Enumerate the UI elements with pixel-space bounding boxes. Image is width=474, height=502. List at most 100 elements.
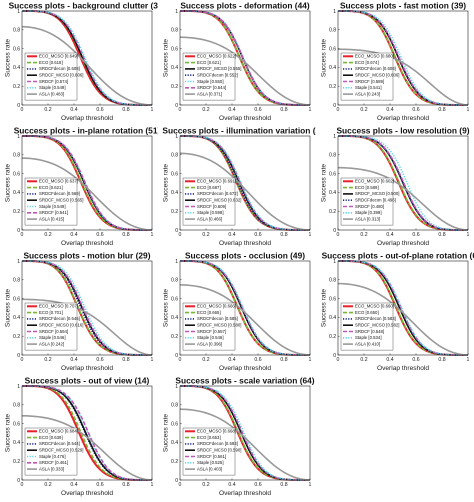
y-tick-label: 1	[333, 9, 336, 15]
x-tick-label: 0	[179, 357, 182, 363]
axes-frame	[337, 260, 469, 356]
y-axis-label: Success rate	[163, 414, 170, 452]
legend-entry-eco-mcso: ECO_MCSO [0.707]	[39, 304, 78, 309]
legend: ECO_MCSO [0.649]ECO [0.618]SRDCFdecon [0…	[24, 52, 83, 101]
axes-frame	[337, 10, 469, 106]
chart-title: Success plots - scale variation (64)	[175, 376, 314, 386]
series-line-asla	[179, 36, 311, 106]
y-tick-label: 0.8	[329, 153, 336, 159]
x-axis-label: Overlap threshold	[61, 365, 113, 372]
axes-frame	[179, 385, 311, 481]
x-tick-label: 1	[151, 357, 154, 363]
legend-entry-staple: Staple [0.399]	[355, 210, 382, 215]
chart-panel-success-plots-out-of-plane-rotation-63: Success plots - out-of-plane rotation (6…	[316, 250, 474, 375]
legend-box	[24, 177, 78, 226]
x-tick-label: 0.8	[280, 107, 287, 113]
x-tick-label: 0.6	[96, 107, 103, 113]
chart-panel-success-plots-out-of-view-14: Success plots - out of view (14) 0 0.2 0.4 0…	[0, 375, 158, 500]
legend-entry-srdcf: SRDCF [0.561]	[197, 454, 226, 459]
x-tick-label: 0.6	[96, 232, 103, 238]
legend-entry-eco-mcso: ECO_MCSO [0.660]	[355, 304, 394, 309]
legend-entry-srdcf-mcso: SRDCF_MCSO [0.529]	[39, 448, 83, 453]
legend-entry-asla: ASLA [0.313]	[355, 216, 380, 221]
chart-svg: Success plots - fast motion (39) 0 0.2 0.4 0…	[321, 1, 470, 123]
legend-entry-staple: Staple [0.534]	[355, 335, 382, 340]
legend-box	[340, 177, 394, 226]
chart-panel-success-plots-scale-variation-64: Success plots - scale variation (64) 0 0.2…	[158, 375, 316, 500]
y-tick-label: 1	[175, 9, 178, 15]
x-tick-label: 0.8	[122, 107, 129, 113]
x-tick-label: 0.6	[412, 357, 419, 363]
y-tick-label: 0.4	[13, 440, 20, 446]
legend-entry-srdcf-mcso: SRDCF_MCSO [0.582]	[355, 323, 399, 328]
axes-frame	[179, 135, 311, 231]
y-tick-label: 1	[175, 384, 178, 390]
legend-entry-eco-mcso: ECO_MCSO [0.680]	[355, 54, 394, 59]
chart-title: Success plots - fast motion (39)	[340, 1, 466, 11]
x-tick-label: 0.4	[70, 482, 77, 488]
y-tick-label: 0.8	[171, 403, 178, 409]
y-tick-label: 0.2	[171, 334, 178, 340]
legend-entry-srdcfdecon: SRDCFdecon [0.593]	[197, 441, 238, 446]
x-tick-label: 0.4	[228, 357, 235, 363]
x-tick-label: 0.6	[96, 482, 103, 488]
legend-entry-asla: ASLA [0.333]	[39, 466, 64, 471]
y-tick-label: 0	[17, 353, 20, 359]
x-tick-label: 0.8	[280, 482, 287, 488]
legend-entry-srdcfdecon: SRDCFdecon [0.569]	[39, 191, 80, 196]
y-tick-label: 0.8	[13, 278, 20, 284]
legend-entry-srdcf: SRDCF [0.589]	[355, 79, 384, 84]
x-axis-label: Overlap threshold	[61, 240, 113, 247]
x-tick-label: 0	[21, 232, 24, 238]
x-tick-label: 0.8	[122, 357, 129, 363]
chart-title: Success plots - out of view (14)	[25, 376, 150, 386]
chart-svg: Success plots - low resolution (9) 0 0.2 0.…	[321, 126, 470, 248]
legend-entry-srdcf-mcso: SRDCF_MCSO [0.606]	[39, 73, 83, 78]
x-tick-label: 0.8	[438, 232, 445, 238]
y-tick-label: 0	[17, 228, 20, 234]
legend-entry-srdcfdecon: SRDCFdecon [0.552]	[197, 73, 238, 78]
legend: ECO_MCSO [0.666]ECO [0.665]SRDCFdecon [0…	[182, 302, 241, 351]
chart-panel-success-plots-fast-motion-39: Success plots - fast motion (39) 0 0.2 0.4 0…	[316, 0, 474, 125]
legend-entry-eco-mcso: ECO_MCSO [0.637]	[39, 179, 78, 184]
legend-entry-srdcfdecon: SRDCFdecon [0.583]	[355, 316, 396, 321]
chart-svg: Success plots - out-of-plane rotation (6…	[321, 251, 474, 373]
y-tick-label: 0.4	[329, 190, 336, 196]
legend-entry-eco-mcso: ECO_MCSO [0.691]	[197, 179, 236, 184]
series-line-asla	[21, 415, 153, 481]
y-tick-label: 0.2	[329, 84, 336, 90]
series-line-staple	[338, 135, 468, 231]
chart-title: Success plots - occlusion (49)	[185, 251, 305, 261]
x-tick-label: 0	[337, 107, 340, 113]
legend-box	[340, 302, 394, 351]
series-line-staple	[22, 10, 152, 106]
legend-entry-srdcf-mcso: SRDCF_MCSO [0.565]	[39, 198, 83, 203]
legend-entry-asla: ASLA [0.466]	[197, 216, 222, 221]
y-tick-label: 1	[333, 134, 336, 140]
y-tick-label: 0.2	[13, 209, 20, 215]
legend-entry-eco-mcso: ECO_MCSO [0.622]	[197, 54, 236, 59]
legend-entry-srdcf: SRDCF [0.574]	[39, 79, 68, 84]
legend-entry-srdcf: SRDCF [0.609]	[197, 204, 226, 209]
x-tick-label: 1	[151, 232, 154, 238]
y-tick-label: 0	[17, 478, 20, 484]
legend-entry-srdcfdecon: SRDCFdecon [0.496]	[355, 198, 396, 203]
x-tick-label: 0.6	[412, 232, 419, 238]
x-axis-label: Overlap threshold	[377, 240, 429, 247]
chart-panel-success-plots-background-clutter-30: Success plots - background clutter (30) 0…	[0, 0, 159, 125]
chart-panel-success-plots-illumination-variation-38: Success plots - illumination variation (…	[158, 125, 316, 250]
x-tick-label: 0	[179, 482, 182, 488]
x-tick-label: 0.2	[360, 107, 367, 113]
x-tick-label: 0.6	[254, 482, 261, 488]
x-tick-label: 0.6	[254, 107, 261, 113]
legend-entry-srdcf-mcso: SRDCF_MCSO [0.555]	[197, 66, 241, 71]
y-tick-label: 0.4	[171, 315, 178, 321]
chart-panel-success-plots-occlusion-49: Success plots - occlusion (49) 0 0.2 0.4 0.6…	[158, 250, 316, 375]
legend-entry-eco: ECO [0.701]	[39, 310, 63, 315]
legend-entry-srdcfdecon: SRDCFdecon [0.585]	[197, 316, 238, 321]
legend-entry-asla: ASLA [0.403]	[197, 466, 222, 471]
legend-box	[340, 52, 394, 101]
x-tick-label: 0.2	[202, 357, 209, 363]
y-axis-label: Success rate	[163, 289, 170, 327]
